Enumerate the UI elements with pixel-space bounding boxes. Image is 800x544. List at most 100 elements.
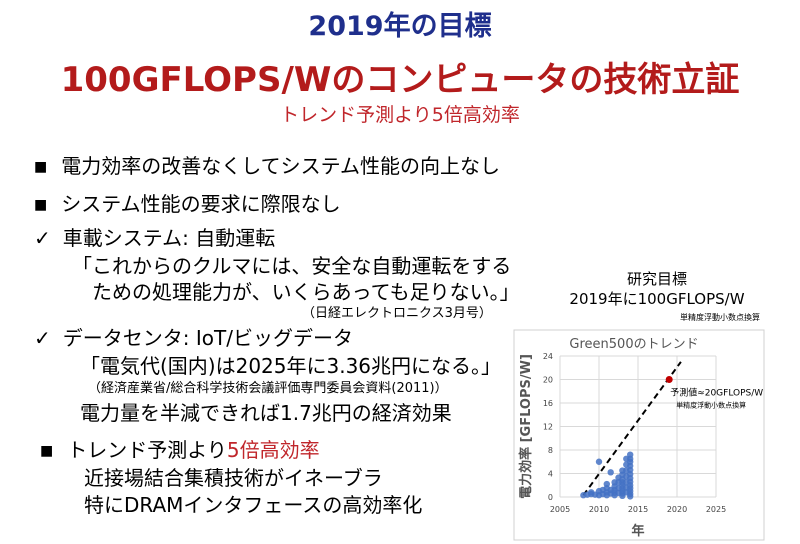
data-point <box>611 479 618 486</box>
chart-caption-title: 研究目標 <box>626 270 687 288</box>
quote-line: 「これからのクルマには、安全な自動運転をする <box>72 254 512 278</box>
x-tick-label: 2005 <box>550 505 570 514</box>
bullet-text: 電力量を半減できれば1.7兆円の経済効果 <box>80 401 452 425</box>
data-point <box>599 490 607 498</box>
y-tick-label: 0 <box>548 493 553 502</box>
data-point <box>611 483 618 490</box>
data-point <box>627 466 634 474</box>
y-tick-label: 12 <box>543 423 553 432</box>
data-point <box>623 461 630 468</box>
highlight-text: 5倍高効率 <box>226 438 320 462</box>
quote-line: ための処理能力が、いくらあっても足りない。」 <box>92 280 520 304</box>
data-point <box>603 492 610 499</box>
annotation-subtext: 単精度浮動小数点換算 <box>676 401 746 410</box>
square-bullet-icon: ■ <box>34 159 48 175</box>
y-tick-label: 8 <box>548 446 553 455</box>
data-point <box>595 492 603 499</box>
bullet-text: 特にDRAMインタフェースの高効率化 <box>84 493 423 517</box>
target-point <box>665 376 673 383</box>
data-point <box>599 486 607 494</box>
y-tick-label: 24 <box>543 352 553 361</box>
check-icon: ✓ <box>34 226 51 250</box>
data-point <box>619 492 626 500</box>
data-point <box>623 489 630 496</box>
data-point <box>603 484 610 492</box>
chart-frame <box>513 329 765 541</box>
data-point <box>588 489 595 496</box>
data-point <box>627 484 634 492</box>
data-point <box>619 484 626 492</box>
check-item: ✓ データセンタ: IoT/ビッグデータ <box>34 322 353 351</box>
data-point <box>627 462 634 470</box>
quote-source: （日経エレクトロニクス3月号） <box>302 306 492 321</box>
data-point <box>619 490 626 497</box>
chart-caption-goal: 2019年に100GFLOPS/W <box>569 290 745 308</box>
data-point <box>584 491 591 498</box>
slide-title-line2: 100GFLOPS/Wのコンピュータの技術立証 <box>60 60 740 100</box>
bullet-item: ■ 電力効率の改善なくしてシステム性能の向上なし <box>34 150 500 179</box>
y-tick-label: 4 <box>548 470 553 479</box>
data-point <box>627 458 634 465</box>
data-point <box>611 489 618 497</box>
slide-subtitle: トレンド予測より5倍高効率 <box>280 104 520 126</box>
bullet-text: トレンド予測より <box>67 438 227 462</box>
data-point <box>607 486 614 494</box>
check-item-label: 車載システム: 自動運転 <box>62 226 276 250</box>
x-tick-label: 2010 <box>589 505 609 514</box>
y-tick-label: 20 <box>543 376 553 385</box>
bullet-text: 近接場結合集積技術がイネーブラ <box>84 466 383 490</box>
data-point <box>615 489 622 497</box>
data-point <box>619 467 626 474</box>
data-point <box>627 470 634 478</box>
data-point <box>619 487 626 495</box>
data-point <box>619 476 626 483</box>
y-axis-label: 電力効率 [GFLOPS/W] <box>518 354 534 499</box>
data-point <box>627 490 634 498</box>
x-axis-label: 年 <box>631 523 644 539</box>
data-point <box>623 467 630 474</box>
bullet-item: ■ システム性能の要求に際限なし <box>34 188 341 217</box>
bullet-text: システム性能の要求に際限なし <box>61 192 341 216</box>
data-point <box>623 479 630 486</box>
y-tick-label: 16 <box>543 399 553 408</box>
square-bullet-icon: ■ <box>40 443 54 459</box>
data-point <box>595 458 603 465</box>
data-point <box>619 482 626 489</box>
data-point <box>615 474 622 481</box>
data-point <box>627 451 634 458</box>
chart-title: Green500のトレンド <box>569 337 698 352</box>
quote-source: （経済産業省/総合科学技術会議評価専門委員会資料(2011)） <box>88 381 448 396</box>
data-point <box>623 484 630 491</box>
trend-line <box>582 361 682 496</box>
data-point <box>591 491 599 498</box>
data-point <box>627 482 634 489</box>
x-tick-label: 2015 <box>628 505 648 514</box>
bullet-text: 電力効率の改善なくしてシステム性能の向上なし <box>61 154 501 178</box>
annotation-text: 予測値≈20GFLOPS/W <box>670 387 763 399</box>
x-tick-label: 2020 <box>667 505 687 514</box>
bullet-item: ■ トレンド予測より5倍高効率 <box>40 434 320 463</box>
data-point <box>627 455 634 463</box>
data-point <box>623 455 630 463</box>
data-point <box>607 469 614 476</box>
data-point <box>615 479 622 486</box>
data-point <box>619 479 626 486</box>
data-point <box>607 490 614 497</box>
check-item-label: データセンタ: IoT/ビッグデータ <box>62 326 353 350</box>
x-tick-label: 2025 <box>706 505 726 514</box>
check-icon: ✓ <box>34 326 51 350</box>
data-point <box>615 484 622 492</box>
data-point <box>623 473 630 480</box>
data-point <box>619 471 626 478</box>
data-point <box>603 489 610 496</box>
data-point <box>627 478 634 485</box>
square-bullet-icon: ■ <box>34 197 48 213</box>
data-point <box>611 486 618 494</box>
data-point <box>627 493 634 500</box>
data-point <box>580 492 587 499</box>
check-item: ✓ 車載システム: 自動運転 <box>34 222 275 251</box>
data-point <box>627 487 634 495</box>
data-point <box>588 490 595 498</box>
data-point <box>611 492 618 499</box>
slide-title-line1: 2019年の目標 <box>308 11 492 42</box>
